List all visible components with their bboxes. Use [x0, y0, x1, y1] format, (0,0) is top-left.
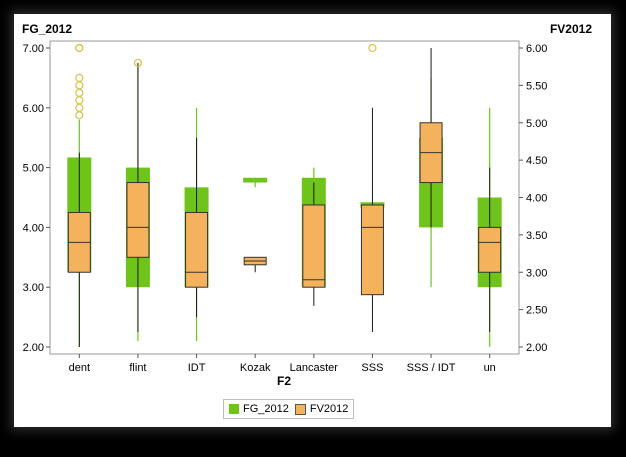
x-axis: dent flint IDT Kozak Lancaster SSS SSS / IDT un	[69, 354, 496, 374]
plot-area	[49, 40, 520, 355]
y-left-tick-label: 4.00	[23, 222, 44, 234]
x-tick-label: SSS	[361, 362, 383, 374]
fv2012-box	[126, 182, 150, 258]
y-right-tick-label: 5.00	[526, 118, 547, 130]
y-left-axis: 2.00 3.00 4.00 5.00 6.00 7.00	[23, 43, 50, 354]
fv2012-box	[185, 211, 209, 288]
y-left-axis-title: FG_2012	[22, 22, 72, 36]
fv2012-box	[302, 204, 326, 288]
x-tick-label: Lancaster	[290, 362, 339, 374]
legend-swatch-fg2012	[229, 404, 239, 414]
x-tick-label: dent	[69, 362, 90, 374]
boxplot-chart: FG_2012 FV2012 2.003.004.005.006.007.00 …	[22, 22, 592, 388]
y-left-tick-label: 6.00	[23, 103, 44, 115]
fv2012-box	[360, 204, 384, 296]
legend-item-fg2012: FG_2012	[229, 403, 289, 415]
fv2012-box	[478, 226, 502, 273]
y-left-tick-label: 7.00	[23, 43, 44, 55]
y-right-tick-label: 4.50	[526, 155, 547, 167]
y-left-tick-label: 2.00	[23, 342, 44, 354]
x-tick-label: SSS / IDT	[407, 362, 456, 374]
fv2012-outlier	[75, 81, 84, 90]
y-left-tick-label: 3.00	[23, 282, 44, 294]
x-tick-label: flint	[129, 362, 146, 374]
x-axis-title: F2	[277, 374, 291, 388]
y-right-axis-title: FV2012	[550, 22, 592, 36]
fg2012-outlier	[368, 43, 377, 53]
y-right-tick-label: 4.00	[526, 193, 547, 205]
y-right-tick-label: 2.50	[526, 305, 547, 317]
x-tick-label: un	[484, 362, 496, 374]
legend-item-fv2012: FV2012	[294, 403, 349, 415]
y-right-tick-label: 3.00	[526, 267, 547, 279]
legend: FG_2012 FV2012	[223, 399, 355, 419]
chart-frame: FG_2012 FV2012 2.00 3.00 4.00 5.00 6.00 7.00 …	[14, 14, 611, 427]
y-right-axis: 2.00 2.50 3.00 3.50 4.00 4.50 5.00 5.50 6.00	[519, 43, 547, 354]
legend-label-fv2012: FV2012	[309, 403, 349, 415]
legend-label-fg2012: FG_2012	[243, 403, 289, 415]
x-tick-label: Kozak	[240, 362, 271, 374]
legend-swatch-fv2012	[294, 403, 306, 415]
y-right-tick-label: 5.50	[526, 80, 547, 92]
y-right-tick-label: 3.50	[526, 230, 547, 242]
fv2012-outlier	[133, 58, 143, 68]
fg2012-box	[243, 177, 268, 183]
fv2012-outlier	[75, 96, 84, 105]
x-tick-label: IDT	[188, 362, 206, 374]
box-series-group	[67, 43, 502, 347]
fv2012-outlier	[75, 43, 84, 53]
fv2012-outlier	[75, 111, 84, 120]
y-left-tick-label: 5.00	[23, 163, 44, 175]
y-right-tick-label: 2.00	[526, 342, 547, 354]
y-right-tick-label: 6.00	[526, 43, 547, 55]
